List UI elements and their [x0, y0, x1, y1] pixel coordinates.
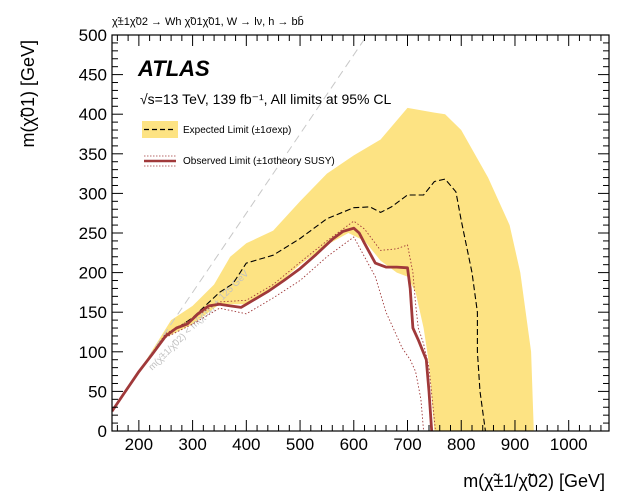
y-tick-label: 400: [79, 105, 107, 124]
process-label: χ̃±1χ̃02 → Wh χ̃01χ̃01, W → lν, h → bb̄: [112, 15, 304, 28]
legend-observed-label: Observed Limit (±1σtheory SUSY): [183, 156, 335, 167]
legend-expected-label: Expected Limit (±1σexp): [183, 125, 291, 136]
x-tick-label: 500: [286, 435, 314, 454]
x-tick-label: 1000: [550, 435, 588, 454]
x-tick-label: 600: [340, 435, 368, 454]
y-tick-label: 200: [79, 264, 107, 283]
y-tick-label: 100: [79, 343, 107, 362]
y-tick-label: 300: [79, 184, 107, 203]
atlas-label: ATLAS: [137, 56, 210, 81]
y-tick-label: 150: [79, 303, 107, 322]
legend: Expected Limit (±1σexp) Observed Limit (…: [142, 121, 335, 167]
x-axis-title: m(χ̃±1/χ̃02) [GeV]: [463, 471, 605, 491]
x-tick-label: 700: [393, 435, 421, 454]
x-tick-label: 300: [178, 435, 206, 454]
energy-label: √s=13 TeV, 139 fb⁻¹, All limits at 95% C…: [140, 91, 391, 107]
kinematic-limit-label: m(χ̃±1/χ̃02) < m(χ̃01) + 125 GeV: [147, 268, 252, 373]
y-axis-title: m(χ̃01) [GeV]: [18, 40, 38, 147]
x-tick-label: 900: [501, 435, 529, 454]
y-tick-label: 350: [79, 145, 107, 164]
x-tick-label: 800: [447, 435, 475, 454]
x-tick-label: 200: [125, 435, 153, 454]
y-tick-label: 500: [79, 26, 107, 45]
x-tick-label: 400: [232, 435, 260, 454]
y-tick-label: 0: [98, 422, 107, 441]
y-tick-label: 250: [79, 224, 107, 243]
y-tick-label: 50: [88, 382, 107, 401]
y-tick-label: 450: [79, 66, 107, 85]
